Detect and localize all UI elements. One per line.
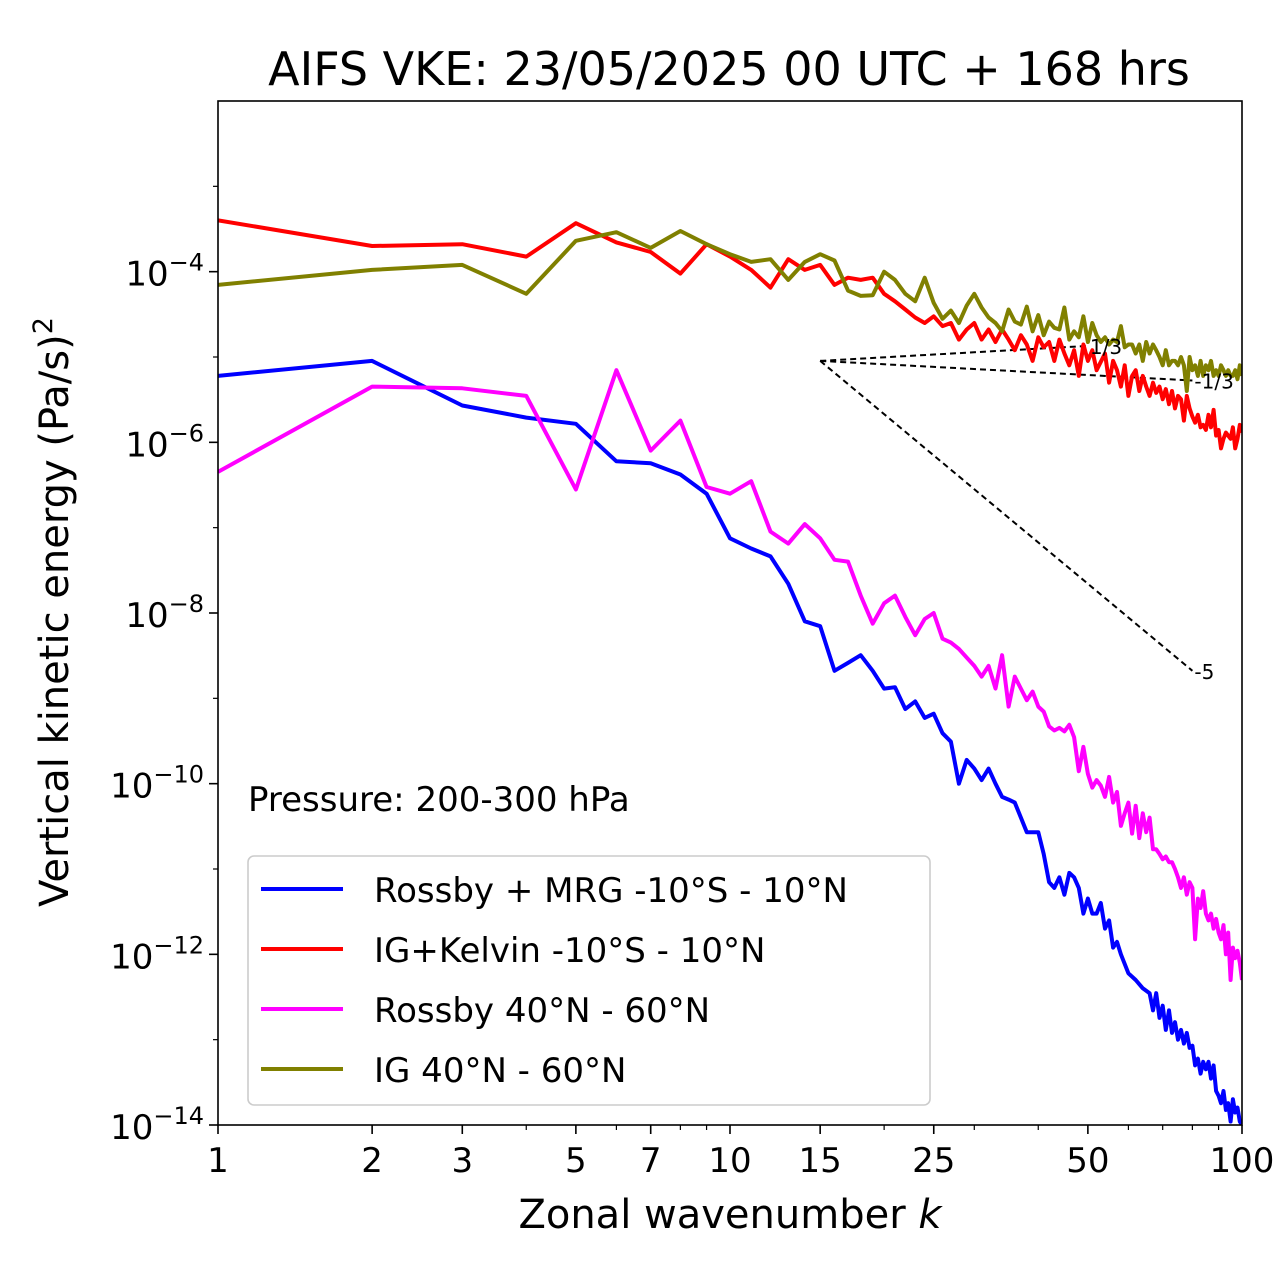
reference-line-label-2: -1/3 <box>1194 370 1233 394</box>
x-tick-label: 3 <box>451 1141 473 1181</box>
y-axis-ticks: 10−14 10−12 10−10 10−8 10−6 10−4 <box>110 185 218 1148</box>
reference-slope-labels: 1/3 -1/3 -5 <box>1090 335 1234 684</box>
y-tick-label: 10−12 <box>110 931 204 977</box>
x-tick-label: 25 <box>912 1141 955 1181</box>
chart-title: AIFS VKE: 23/05/2025 00 UTC + 168 hrs <box>268 42 1190 96</box>
x-tick-label: 50 <box>1066 1141 1109 1181</box>
series-line-ig-40-n-60-n <box>218 229 1242 393</box>
x-tick-label: 2 <box>361 1141 383 1181</box>
reference-line-label-1: 1/3 <box>1090 335 1122 359</box>
legend-label-rossby-mrg-10-s-10-n: Rossby + MRG -10°S - 10°N <box>374 871 848 911</box>
y-tick-label: 10−10 <box>110 761 204 807</box>
x-tick-label: 5 <box>565 1141 587 1181</box>
reference-line-label-3: -5 <box>1194 660 1214 684</box>
plot-area <box>218 218 1242 1125</box>
legend-label-rossby-40-n-60-n: Rossby 40°N - 60°N <box>374 991 710 1031</box>
y-tick-label: 10−4 <box>125 249 204 295</box>
y-tick-label: 10−8 <box>125 590 204 636</box>
data-series <box>218 218 1242 1125</box>
x-tick-label: 100 <box>1210 1141 1275 1181</box>
series-line-rossby-40-n-60-n <box>218 368 1242 982</box>
x-tick-label: 7 <box>640 1141 662 1181</box>
y-tick-label: 10−14 <box>110 1102 204 1148</box>
y-tick-label: 10−6 <box>125 419 204 465</box>
x-axis-ticks: 1 2 3 5 7 10 15 25 50 100 <box>207 1125 1274 1181</box>
series-line-ig-kelvin-10-s-10-n <box>218 218 1242 451</box>
pressure-annotation: Pressure: 200-300 hPa <box>248 780 630 820</box>
legend-label-ig-40-n-60-n: IG 40°N - 60°N <box>374 1051 626 1091</box>
legend-box <box>247 855 931 1106</box>
reference-line-3 <box>819 360 1194 672</box>
x-tick-label: 1 <box>207 1141 229 1181</box>
x-axis-label: Zonal wavenumber k <box>518 1192 943 1238</box>
x-tick-label: 15 <box>799 1141 842 1181</box>
legend: Rossby + MRG -10°S - 10°N IG+Kelvin -10°S… <box>247 855 931 1106</box>
series-line-rossby-mrg-10-s-10-n <box>218 358 1242 1125</box>
y-axis-label: Vertical kinetic energy (Pa/s)2 <box>28 317 78 907</box>
x-tick-label: 10 <box>708 1141 751 1181</box>
legend-label-ig-kelvin-10-s-10-n: IG+Kelvin -10°S - 10°N <box>374 931 765 971</box>
